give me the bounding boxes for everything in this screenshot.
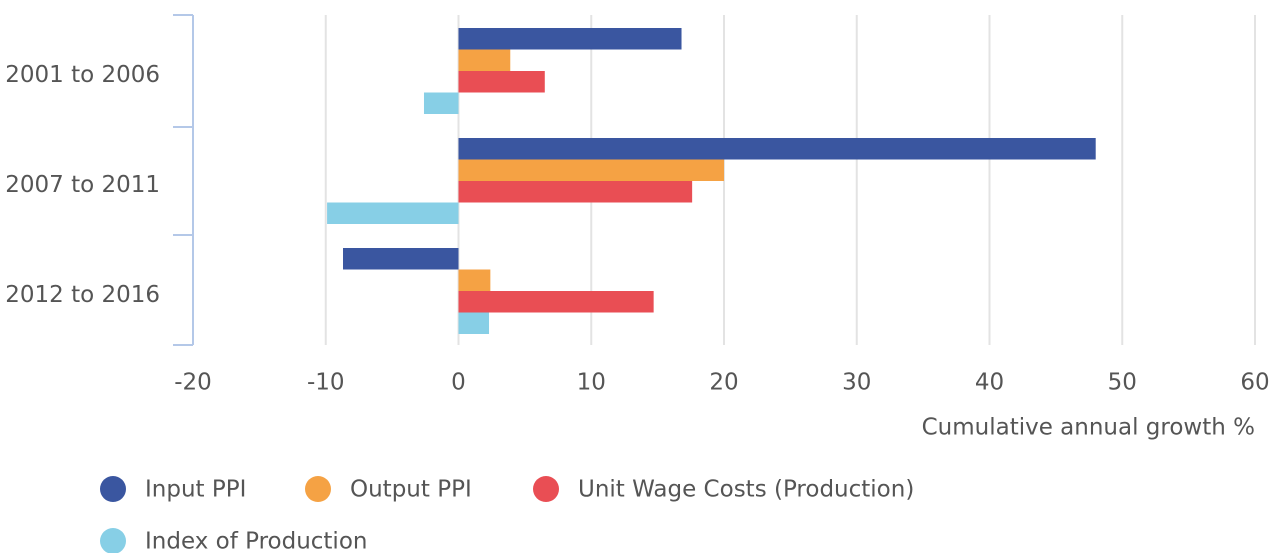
y-tick-label: 2001 to 2006 [5, 62, 160, 88]
x-tick-label: 0 [451, 370, 466, 396]
legend-marker [100, 476, 126, 502]
x-tick-label: 30 [842, 370, 871, 396]
x-tick-label: 50 [1108, 370, 1137, 396]
x-tick-label: 40 [975, 370, 1004, 396]
bar [423, 92, 459, 114]
bar [458, 71, 545, 93]
bar [458, 49, 511, 71]
x-tick-label: 10 [577, 370, 606, 396]
bar [458, 291, 654, 313]
y-tick-label: 2007 to 2011 [5, 172, 160, 198]
x-tick-label: 20 [709, 370, 738, 396]
bar [458, 181, 693, 203]
legend-label: Index of Production [145, 529, 367, 554]
bar [458, 312, 490, 334]
legend-label: Unit Wage Costs (Production) [578, 477, 914, 503]
legend-marker [533, 476, 559, 502]
x-tick-label: 60 [1240, 370, 1269, 396]
bar [458, 159, 724, 181]
legend-marker [100, 528, 126, 554]
bar [343, 248, 459, 270]
legend-marker [305, 476, 331, 502]
legend-label: Input PPI [145, 477, 246, 503]
y-tick-label: 2012 to 2016 [5, 282, 160, 308]
x-axis-label: Cumulative annual growth % [922, 415, 1255, 441]
x-tick-label: -10 [307, 370, 345, 396]
legend-label: Output PPI [350, 477, 472, 503]
bar [458, 269, 491, 291]
bar [458, 138, 1096, 160]
x-tick-label: -20 [174, 370, 212, 396]
y-axis-bracket [173, 14, 194, 346]
bar [327, 202, 459, 224]
bar [458, 28, 682, 50]
